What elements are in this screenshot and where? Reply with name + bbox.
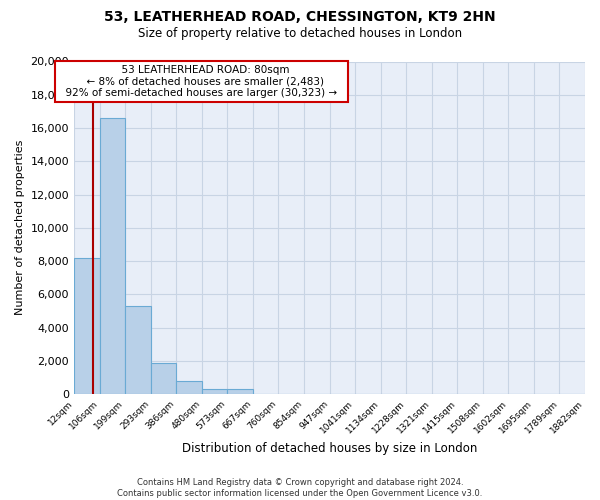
Bar xyxy=(74,258,100,394)
Bar xyxy=(202,390,227,394)
Text: Size of property relative to detached houses in London: Size of property relative to detached ho… xyxy=(138,28,462,40)
Text: 53, LEATHERHEAD ROAD, CHESSINGTON, KT9 2HN: 53, LEATHERHEAD ROAD, CHESSINGTON, KT9 2… xyxy=(104,10,496,24)
X-axis label: Distribution of detached houses by size in London: Distribution of detached houses by size … xyxy=(182,442,477,455)
Y-axis label: Number of detached properties: Number of detached properties xyxy=(15,140,25,316)
Bar xyxy=(227,390,253,394)
Text: 53 LEATHERHEAD ROAD: 80sqm
  ← 8% of detached houses are smaller (2,483)
  92% o: 53 LEATHERHEAD ROAD: 80sqm ← 8% of detac… xyxy=(59,65,344,98)
Bar xyxy=(151,364,176,394)
Text: Contains HM Land Registry data © Crown copyright and database right 2024.
Contai: Contains HM Land Registry data © Crown c… xyxy=(118,478,482,498)
Bar xyxy=(176,380,202,394)
Bar xyxy=(125,306,151,394)
Bar xyxy=(100,118,125,394)
